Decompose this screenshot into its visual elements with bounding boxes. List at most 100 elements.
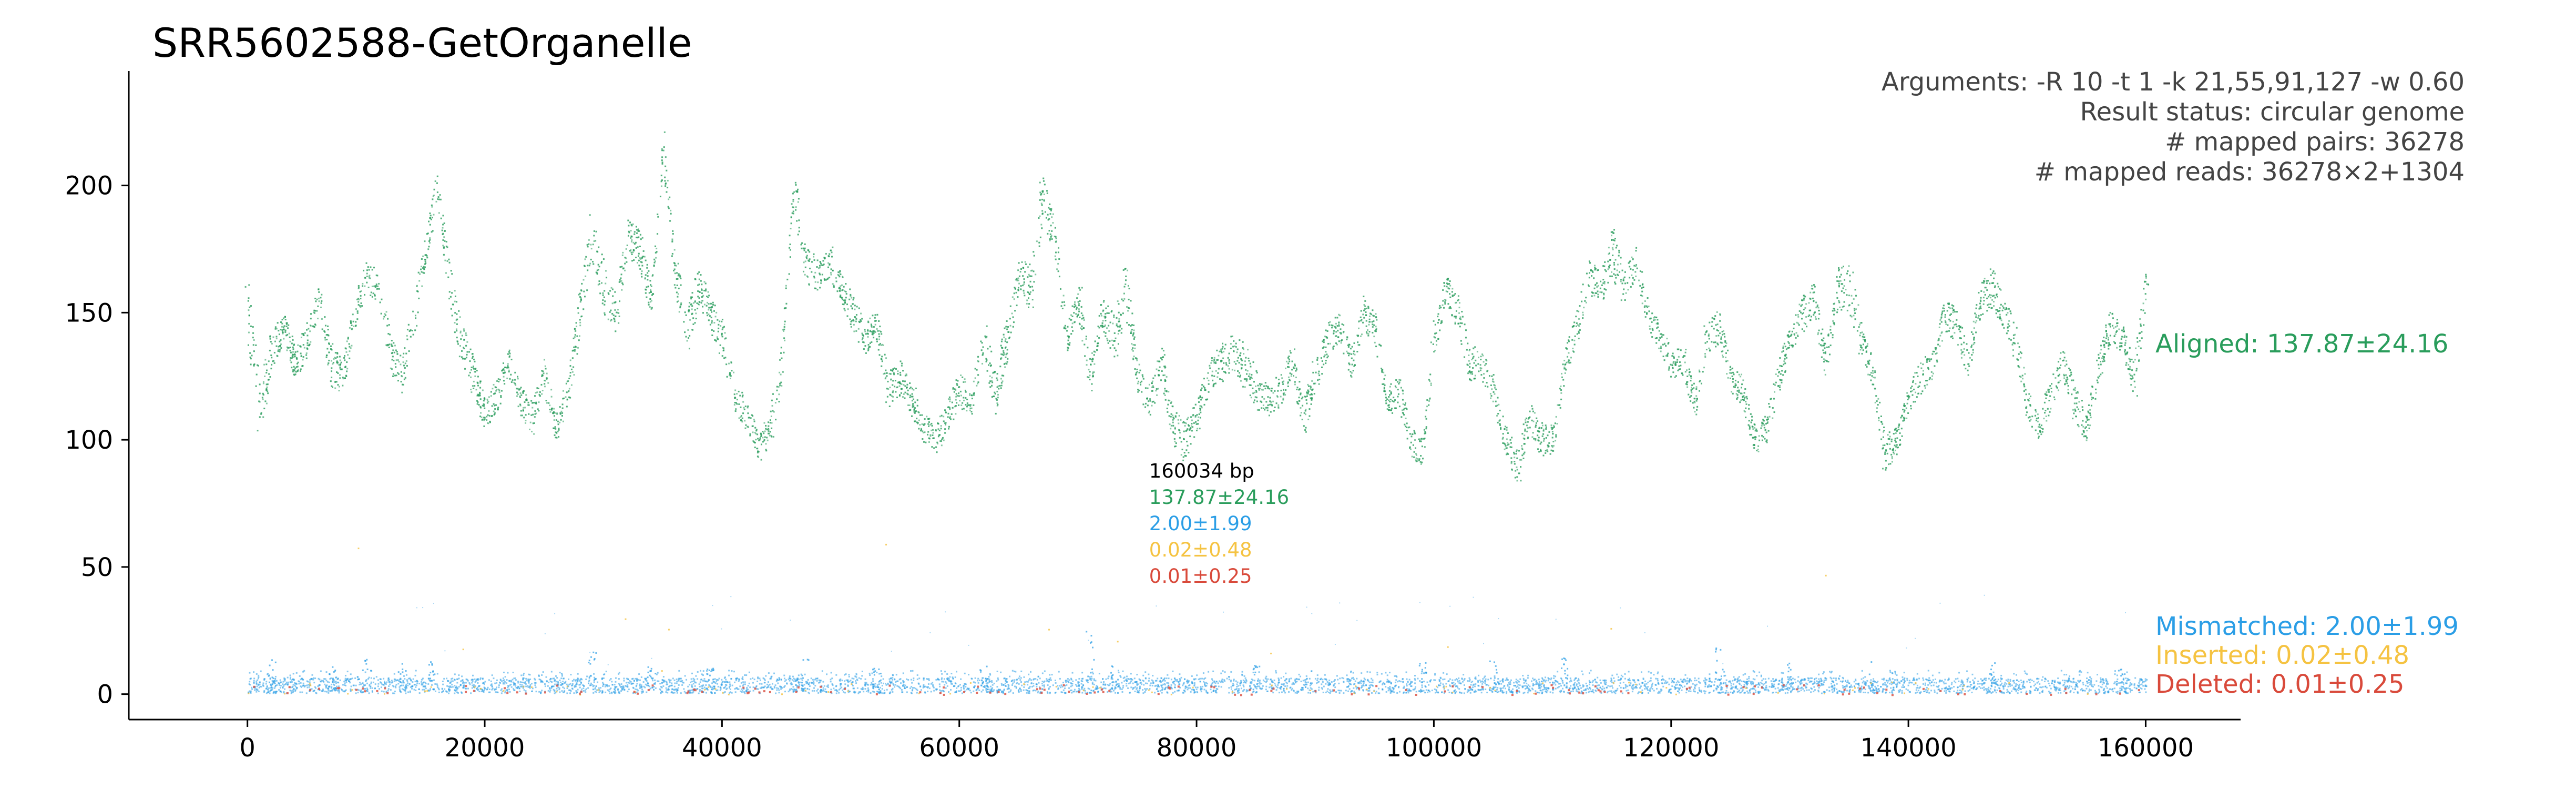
mismatched-point	[258, 686, 260, 689]
mismatched-point	[1842, 676, 1844, 679]
mismatched-point	[347, 679, 349, 681]
mismatched-point	[270, 689, 272, 691]
mismatched-point	[1173, 677, 1175, 679]
mismatched-point	[275, 692, 277, 694]
mismatched-point	[1265, 678, 1267, 680]
mismatched-point	[1502, 681, 1504, 683]
mismatched-point	[504, 683, 506, 685]
mismatched-point	[694, 685, 696, 687]
mismatched-point	[1573, 683, 1576, 685]
mismatched-point	[1403, 692, 1405, 694]
mismatched-point	[472, 679, 474, 681]
mismatched-point	[1164, 684, 1166, 686]
mismatched-point	[1794, 679, 1796, 681]
mismatched-point	[1972, 679, 1974, 681]
mismatched-point	[636, 680, 638, 682]
mismatched-point	[2002, 688, 2005, 690]
mismatched-point	[1633, 679, 1635, 681]
mismatched-point	[639, 684, 641, 686]
mismatched-point	[585, 678, 587, 680]
mismatched-point	[1210, 684, 1212, 686]
mismatched-point	[660, 692, 662, 694]
mismatched-point	[282, 681, 284, 683]
mismatched-point	[535, 686, 537, 689]
mismatched-point	[1624, 673, 1626, 675]
mismatched-point	[525, 685, 527, 687]
mismatched-point	[1974, 677, 1976, 680]
mismatched-point	[2070, 681, 2072, 683]
mismatched-point	[1645, 686, 1647, 688]
mismatched-point	[1536, 683, 1538, 685]
mismatched-point	[1781, 684, 1783, 686]
mismatched-point	[2050, 692, 2052, 694]
mismatched-point	[791, 679, 793, 681]
mismatched-point	[2103, 692, 2105, 694]
mismatched-point	[762, 677, 764, 679]
mismatched-point	[389, 681, 391, 683]
mismatched-point	[1355, 686, 1357, 688]
mismatched-point	[1657, 672, 1659, 674]
mismatched-point	[1204, 683, 1206, 685]
mismatched-point	[563, 677, 565, 680]
mismatched-point	[795, 680, 797, 682]
mismatched-point	[708, 684, 710, 686]
mismatched-point	[2116, 684, 2118, 686]
mismatched-point	[575, 684, 577, 686]
mismatched-point	[644, 677, 646, 680]
mismatched-point	[564, 682, 566, 684]
mismatched-point	[1517, 684, 1519, 686]
mismatched-point	[1699, 689, 1701, 691]
mismatched-point	[798, 678, 800, 680]
mismatched-point	[1752, 688, 1754, 690]
mismatched-point	[549, 691, 551, 693]
mismatched-point	[635, 685, 637, 687]
mismatched-point	[1338, 682, 1340, 684]
mismatched-point	[294, 684, 296, 686]
mismatched-point	[742, 683, 744, 685]
mismatched-point	[351, 677, 353, 680]
mismatched-point	[2101, 686, 2103, 689]
mismatched-point	[360, 683, 362, 685]
mismatched-point	[1929, 683, 1931, 685]
mismatched-point	[1337, 690, 1340, 692]
mismatched-point	[502, 683, 504, 685]
mismatched-point	[336, 678, 339, 680]
mismatched-point	[2016, 689, 2018, 691]
mismatched-point	[575, 679, 577, 681]
mismatched-point	[2079, 680, 2081, 682]
mismatched-point	[377, 685, 379, 687]
mismatched-point	[2002, 686, 2005, 689]
mismatched-point	[1394, 685, 1396, 687]
mismatched-point	[945, 682, 947, 684]
mismatched-point	[1850, 684, 1852, 686]
mismatched-point	[2057, 687, 2059, 689]
mismatched-point	[2068, 686, 2070, 689]
mismatched-point	[932, 682, 934, 684]
mismatched-point	[383, 681, 385, 683]
mismatched-point	[1125, 679, 1127, 681]
mismatched-point	[978, 679, 980, 681]
mismatched-point	[423, 685, 425, 687]
mismatched-point	[1161, 689, 1163, 691]
mismatched-point	[1814, 689, 1816, 691]
mismatched-point	[332, 683, 334, 685]
mismatched-point	[2131, 684, 2133, 686]
mismatched-point	[702, 691, 704, 693]
mismatched-point	[2035, 689, 2037, 691]
mismatched-point	[632, 692, 635, 694]
mismatched-point	[1254, 686, 1256, 689]
mismatched-point	[714, 682, 717, 684]
mismatched-point	[403, 675, 405, 677]
mismatched-point	[556, 687, 558, 690]
mismatched-point	[513, 687, 515, 690]
mismatched-point	[1531, 687, 1533, 690]
mismatched-point	[1480, 692, 1483, 694]
mismatched-point	[1957, 686, 1959, 689]
mismatched-point	[1338, 692, 1341, 694]
mismatched-point	[2120, 685, 2122, 687]
mismatched-point	[1323, 678, 1325, 680]
mismatched-point	[1908, 691, 1910, 693]
mismatched-point	[1961, 682, 1964, 684]
mismatched-point	[779, 679, 781, 681]
mismatched-point	[506, 682, 508, 684]
